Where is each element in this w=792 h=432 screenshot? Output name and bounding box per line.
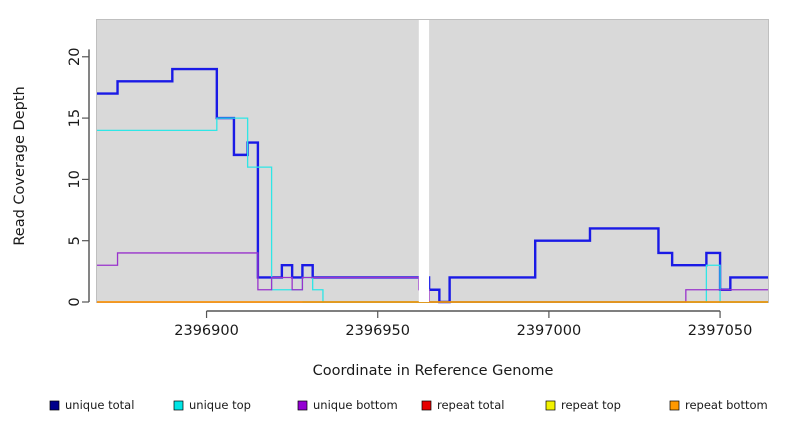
legend-label-repeat-top: repeat top	[561, 398, 621, 412]
y-tick-label: 5	[67, 236, 83, 245]
legend-swatch-unique-total	[49, 400, 60, 411]
plot-area	[96, 19, 769, 303]
legend-swatch-repeat-top	[545, 400, 556, 411]
legend-label-unique-top: unique top	[189, 398, 251, 412]
y-tick-label: 15	[67, 109, 83, 127]
legend-swatch-repeat-bottom	[669, 400, 680, 411]
legend-label-repeat-bottom: repeat bottom	[685, 398, 768, 412]
y-axis-title: Read Coverage Depth	[12, 86, 28, 245]
region-gap-layer	[418, 20, 430, 302]
x-tick-label: 2396950	[345, 323, 410, 339]
legend: unique total unique top unique bottom repea…	[49, 398, 768, 412]
x-axis: 2396900 2396950 2397000 2397050	[174, 310, 753, 339]
x-axis-title: Coordinate in Reference Genome	[313, 363, 554, 379]
legend-label-unique-bottom: unique bottom	[313, 398, 398, 412]
y-tick-label: 20	[67, 48, 83, 66]
series-line-unique-top	[97, 117, 768, 303]
legend-label-unique-total: unique total	[65, 398, 134, 412]
legend-swatch-unique-top	[173, 400, 184, 411]
x-tick-label: 2397050	[688, 323, 753, 339]
x-tick-label: 2396900	[174, 323, 239, 339]
y-tick-label: 0	[67, 297, 83, 306]
legend-swatch-unique-bottom	[297, 400, 308, 411]
x-tick-label: 2397000	[517, 323, 582, 339]
y-tick-label: 10	[67, 170, 83, 188]
y-axis: 0 5 10 15 20	[67, 48, 90, 307]
plot-background	[97, 20, 768, 302]
region-gap	[418, 20, 430, 302]
series-layer	[97, 67, 768, 304]
legend-swatch-repeat-total	[421, 400, 432, 411]
legend-label-repeat-total: repeat total	[437, 398, 504, 412]
